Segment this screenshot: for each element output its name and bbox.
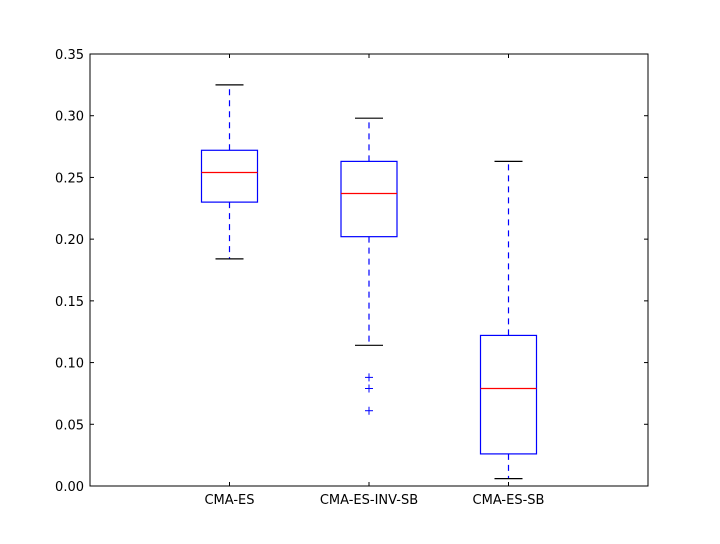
x-tick-label: CMA-ES-INV-SB: [320, 493, 418, 508]
y-tick-label: 0.30: [55, 110, 84, 125]
y-tick-label: 0.25: [55, 171, 84, 186]
box-group: [479, 160, 538, 480]
box-group: [200, 84, 259, 260]
x-tick-label: CMA-ES-SB: [473, 493, 545, 508]
outlier-point: [365, 373, 373, 382]
x-tick-label: CMA-ES: [204, 493, 254, 508]
outlier-point: [365, 406, 373, 415]
y-tick-label: 0.20: [55, 233, 84, 248]
box-iqr: [340, 160, 398, 238]
box-series: [200, 84, 538, 480]
y-tick-label: 0.35: [55, 48, 84, 63]
box-iqr: [200, 149, 259, 203]
x-axis: CMA-ES CMA-ES-INV-SB CMA-ES-SB: [204, 54, 544, 508]
y-tick-label: 0.15: [55, 295, 84, 310]
y-tick-label: 0.05: [55, 418, 84, 433]
outlier-point: [365, 384, 373, 393]
y-axis: 0.00 0.05 0.10 0.15 0.20 0.25 0.30 0.35: [55, 48, 648, 495]
box-group: [340, 117, 398, 415]
y-tick-label: 0.10: [55, 357, 84, 372]
box-iqr: [479, 334, 538, 455]
y-tick-label: 0.00: [55, 480, 84, 495]
